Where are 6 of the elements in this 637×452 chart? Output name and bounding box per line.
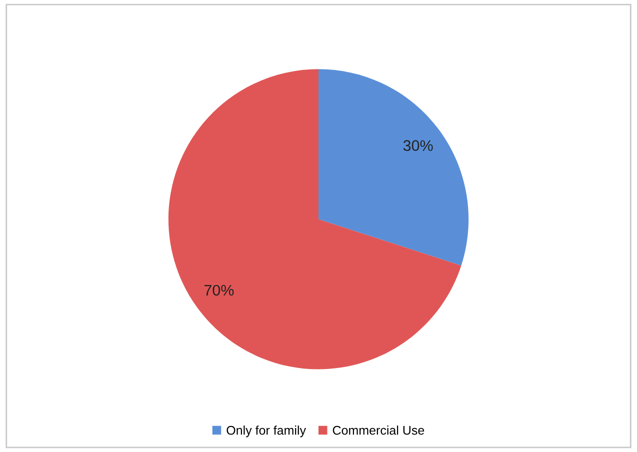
pie-slice <box>168 69 462 370</box>
legend-label: Only for family <box>226 426 306 438</box>
pie-slice <box>318 69 469 266</box>
data-label: 70% <box>204 284 234 296</box>
legend-label: Commercial Use <box>332 426 424 435</box>
data-label: 30% <box>403 140 433 151</box>
